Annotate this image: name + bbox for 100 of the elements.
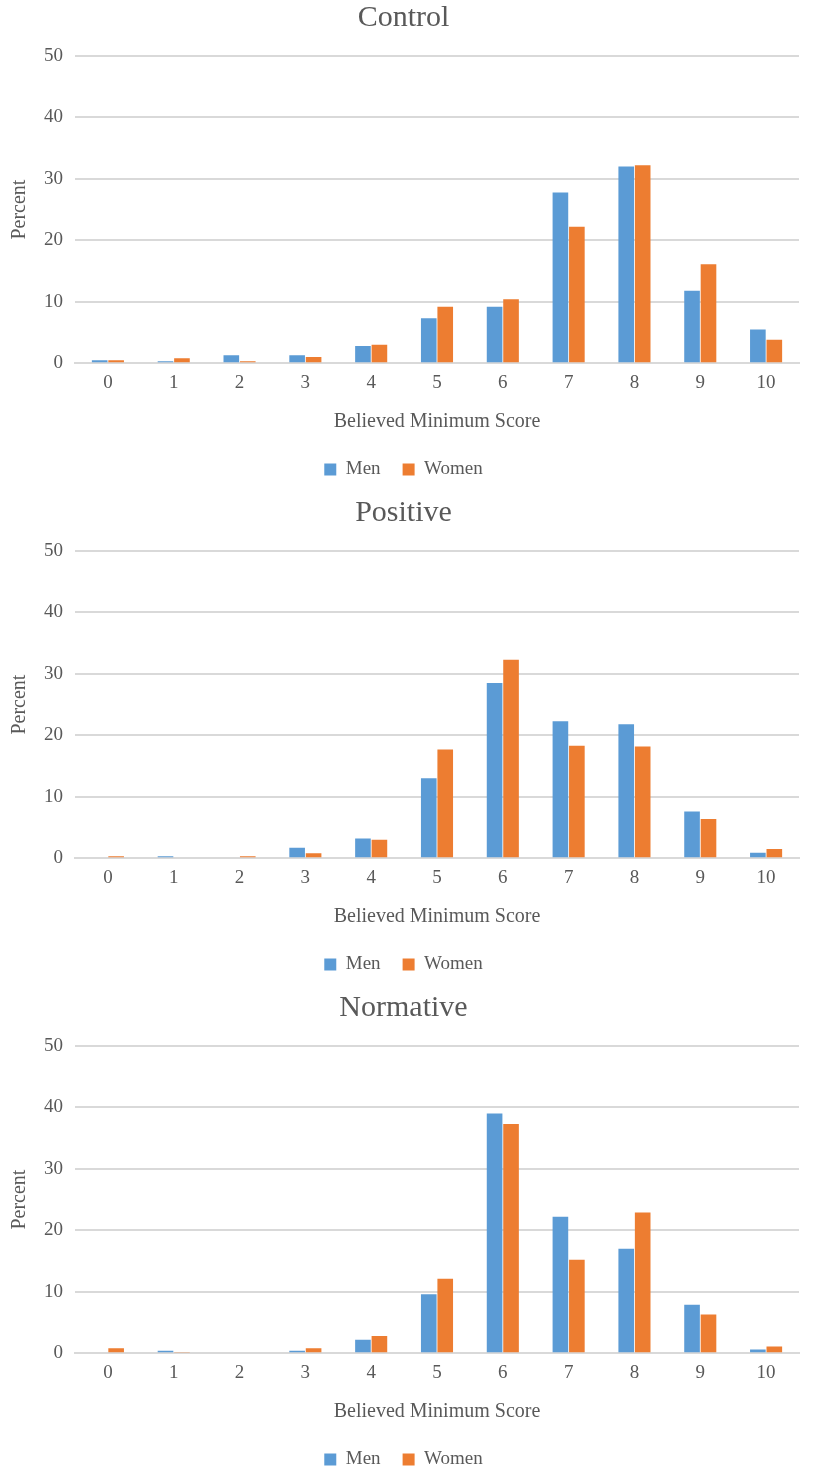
x-tick-label: 2 bbox=[234, 1360, 245, 1382]
bar bbox=[766, 848, 783, 858]
bar bbox=[108, 360, 124, 363]
bar bbox=[503, 659, 519, 858]
bar bbox=[552, 721, 569, 858]
bar bbox=[634, 165, 651, 363]
y-axis-title: Percent bbox=[7, 179, 30, 240]
y-axis-title: Percent bbox=[7, 1169, 30, 1230]
x-axis-title: Believed Minimum Score bbox=[333, 1399, 541, 1422]
y-tick-label: 20 bbox=[44, 723, 63, 745]
x-tick-label: 0 bbox=[103, 865, 113, 887]
x-axis-title: Believed Minimum Score bbox=[333, 904, 541, 927]
x-tick-label: 10 bbox=[756, 865, 776, 887]
y-tick-label: 40 bbox=[44, 600, 63, 622]
y-axis-title: Percent bbox=[7, 674, 30, 735]
y-tick-label: 40 bbox=[44, 105, 63, 127]
x-tick-label: 3 bbox=[300, 865, 311, 887]
bar bbox=[684, 290, 700, 363]
y-tick-label: 10 bbox=[44, 289, 63, 311]
bar bbox=[750, 852, 766, 858]
x-tick-label: 8 bbox=[629, 1360, 640, 1382]
y-tick-label: 10 bbox=[44, 1279, 63, 1301]
bar bbox=[766, 339, 783, 363]
x-tick-label: 0 bbox=[103, 370, 113, 392]
chart-title: Normative bbox=[339, 988, 468, 1022]
y-tick-label: 50 bbox=[44, 1033, 63, 1055]
legend-label: Men bbox=[345, 1447, 382, 1469]
y-tick-label: 0 bbox=[53, 846, 63, 868]
bar bbox=[305, 1348, 322, 1353]
bar bbox=[289, 355, 305, 363]
bar bbox=[684, 1304, 700, 1353]
bar bbox=[486, 683, 503, 858]
bar bbox=[371, 344, 388, 363]
x-tick-label: 9 bbox=[695, 1360, 706, 1382]
x-tick-label: 2 bbox=[234, 865, 245, 887]
x-tick-label: 6 bbox=[498, 370, 508, 392]
bar bbox=[420, 1294, 437, 1353]
x-tick-label: 5 bbox=[432, 865, 442, 887]
bar bbox=[634, 1212, 651, 1353]
legend-label: Men bbox=[345, 457, 382, 479]
x-tick-label: 9 bbox=[695, 370, 706, 392]
x-tick-label: 9 bbox=[695, 865, 706, 887]
x-tick-label: 3 bbox=[300, 370, 311, 392]
bar bbox=[437, 1278, 454, 1353]
bar bbox=[700, 264, 717, 363]
y-tick-label: 20 bbox=[44, 228, 63, 250]
bar bbox=[569, 226, 585, 363]
x-tick-label: 1 bbox=[168, 370, 179, 392]
bar bbox=[684, 811, 700, 858]
x-tick-label: 8 bbox=[629, 865, 640, 887]
x-tick-label: 6 bbox=[498, 1360, 508, 1382]
y-tick-label: 50 bbox=[44, 538, 63, 560]
y-tick-label: 30 bbox=[44, 1156, 63, 1178]
x-tick-label: 0 bbox=[103, 1360, 113, 1382]
bar bbox=[355, 838, 371, 858]
y-tick-label: 30 bbox=[44, 661, 63, 683]
y-tick-label: 10 bbox=[44, 784, 63, 806]
chart-title: Positive bbox=[355, 493, 452, 527]
x-tick-label: 1 bbox=[168, 1360, 179, 1382]
bar bbox=[569, 1259, 585, 1353]
bar bbox=[618, 1248, 635, 1353]
y-tick-label: 20 bbox=[44, 1218, 63, 1240]
bar bbox=[289, 847, 305, 858]
bar bbox=[91, 360, 108, 363]
bar bbox=[700, 818, 717, 858]
bar bbox=[766, 1346, 783, 1353]
x-tick-label: 10 bbox=[756, 370, 776, 392]
x-tick-label: 5 bbox=[432, 1360, 442, 1382]
x-tick-label: 6 bbox=[498, 865, 508, 887]
x-tick-label: 4 bbox=[366, 370, 377, 392]
bar bbox=[355, 1339, 371, 1353]
bar bbox=[618, 724, 635, 858]
y-tick-label: 30 bbox=[44, 166, 63, 188]
bar bbox=[371, 839, 388, 858]
x-tick-label: 1 bbox=[168, 865, 179, 887]
x-tick-label: 4 bbox=[366, 1360, 377, 1382]
legend-label: Women bbox=[424, 457, 484, 479]
x-tick-label: 7 bbox=[563, 1360, 574, 1382]
x-tick-label: 5 bbox=[432, 370, 442, 392]
bar bbox=[486, 306, 503, 363]
bar bbox=[750, 329, 766, 363]
x-tick-label: 2 bbox=[234, 370, 245, 392]
bar bbox=[420, 778, 437, 858]
x-axis-title: Believed Minimum Score bbox=[333, 409, 541, 432]
bar bbox=[305, 853, 322, 858]
x-tick-label: 7 bbox=[563, 865, 574, 887]
bar bbox=[486, 1113, 503, 1353]
legend-label: Women bbox=[424, 1447, 484, 1469]
bar bbox=[355, 346, 371, 363]
bar bbox=[437, 306, 454, 363]
legend-label: Women bbox=[424, 952, 484, 974]
x-tick-label: 7 bbox=[563, 370, 574, 392]
x-tick-label: 10 bbox=[756, 1360, 776, 1382]
bar bbox=[223, 355, 240, 363]
bar bbox=[108, 1348, 124, 1353]
chart-title: Control bbox=[357, 0, 450, 32]
y-tick-label: 50 bbox=[44, 43, 63, 65]
x-tick-label: 4 bbox=[366, 865, 377, 887]
y-tick-label: 0 bbox=[53, 1341, 63, 1363]
x-tick-label: 3 bbox=[300, 1360, 311, 1382]
